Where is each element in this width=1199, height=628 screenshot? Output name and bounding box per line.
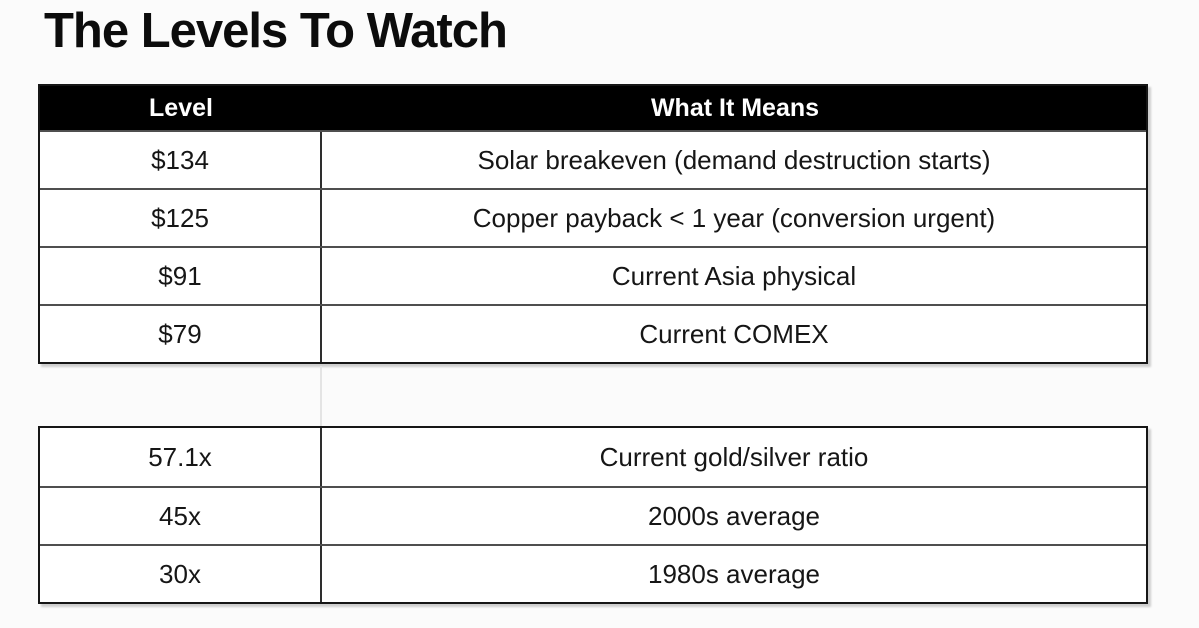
table-row: $91 Current Asia physical — [40, 246, 1146, 304]
page-title: The Levels To Watch — [44, 4, 508, 58]
description-cell: 2000s average — [647, 500, 821, 531]
level-cell: $79 — [40, 306, 322, 362]
column-header-what-it-means: What It Means — [650, 93, 820, 122]
levels-table-header-row: Level What It Means — [40, 86, 1146, 130]
ratio-cell: 45x — [40, 488, 322, 544]
level-cell: $134 — [40, 132, 322, 188]
description-cell: 1980s average — [647, 558, 821, 589]
table-row: 45x 2000s average — [40, 486, 1146, 544]
table-row: $134 Solar breakeven (demand destruction… — [40, 130, 1146, 188]
table-row: 30x 1980s average — [40, 544, 1146, 602]
ratio-table: 57.1x Current gold/silver ratio 45x 2000… — [38, 426, 1148, 604]
column-header-level: Level — [40, 86, 324, 130]
ratio-cell: 30x — [40, 546, 322, 602]
level-cell: $91 — [40, 248, 322, 304]
meaning-cell: Solar breakeven (demand destruction star… — [477, 144, 991, 175]
table-row: $125 Copper payback < 1 year (conversion… — [40, 188, 1146, 246]
table-row: $79 Current COMEX — [40, 304, 1146, 362]
meaning-cell: Copper payback < 1 year (conversion urge… — [472, 202, 996, 233]
tables-gap — [38, 366, 1148, 426]
meaning-cell: Current Asia physical — [611, 260, 857, 291]
levels-table: Level What It Means $134 Solar breakeven… — [38, 84, 1148, 364]
meaning-cell: Current COMEX — [639, 318, 829, 349]
table-row: 57.1x Current gold/silver ratio — [40, 428, 1146, 486]
ratio-cell: 57.1x — [40, 428, 322, 486]
faint-column-divider — [320, 366, 322, 426]
level-cell: $125 — [40, 190, 322, 246]
description-cell: Current gold/silver ratio — [599, 441, 869, 472]
